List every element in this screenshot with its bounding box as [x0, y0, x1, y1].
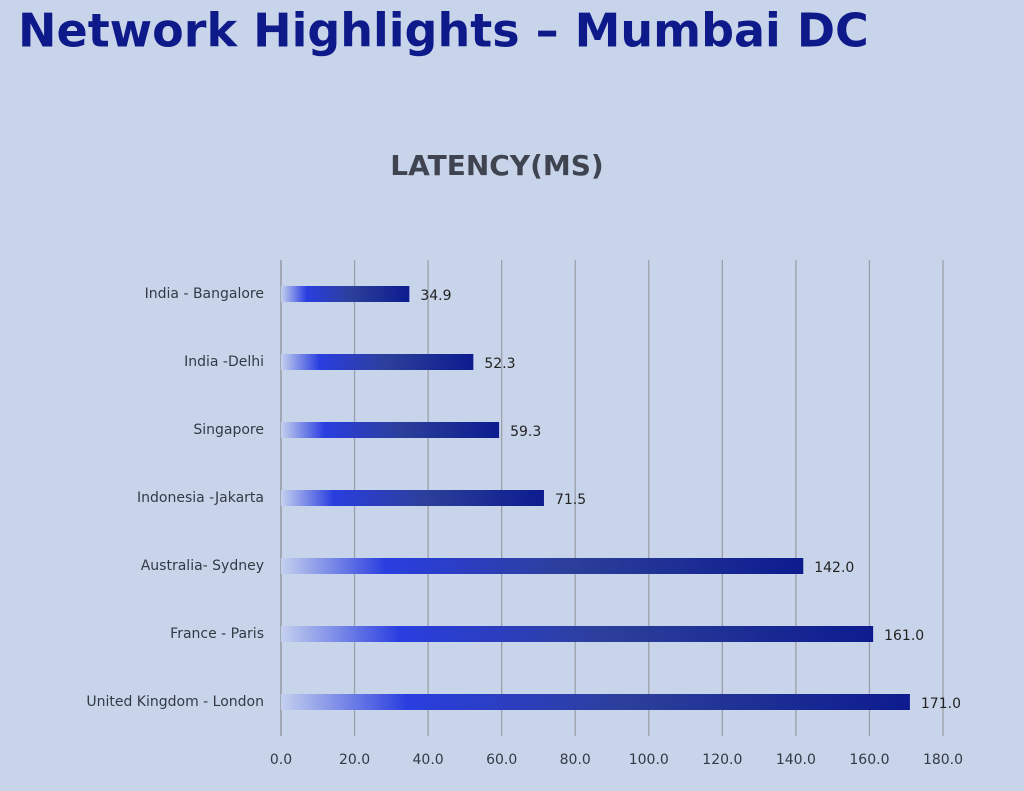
bar [281, 490, 544, 506]
value-label: 34.9 [420, 288, 451, 304]
value-label: 71.5 [555, 492, 586, 508]
value-label: 161.0 [884, 628, 924, 644]
value-label: 52.3 [484, 356, 515, 372]
bar [281, 694, 910, 710]
y-tick-label: India -Delhi [184, 354, 264, 370]
y-tick-label: India - Bangalore [145, 286, 264, 302]
bar [281, 558, 804, 574]
x-tick-label: 20.0 [339, 752, 370, 768]
bar [281, 422, 500, 438]
x-tick-label: 120.0 [702, 752, 742, 768]
x-tick-label: 60.0 [486, 752, 517, 768]
page-title: Network Highlights – Mumbai DC [18, 4, 869, 58]
y-tick-label: Singapore [193, 422, 264, 438]
y-tick-label: Australia- Sydney [141, 558, 264, 574]
value-label: 59.3 [510, 424, 541, 440]
value-label: 142.0 [814, 560, 854, 576]
x-tick-label: 40.0 [413, 752, 444, 768]
y-tick-label: France - Paris [170, 626, 264, 642]
y-tick-label: United Kingdom - London [86, 694, 264, 710]
value-label: 171.0 [921, 696, 961, 712]
bar [281, 354, 474, 370]
x-tick-label: 0.0 [270, 752, 292, 768]
x-tick-label: 80.0 [560, 752, 591, 768]
x-tick-label: 100.0 [629, 752, 669, 768]
x-tick-label: 160.0 [849, 752, 889, 768]
bar [281, 626, 874, 642]
y-tick-label: Indonesia -Jakarta [137, 490, 264, 506]
x-tick-label: 180.0 [923, 752, 963, 768]
chart-title: LATENCY(MS) [390, 149, 603, 182]
x-tick-label: 140.0 [776, 752, 816, 768]
bar [281, 286, 410, 302]
